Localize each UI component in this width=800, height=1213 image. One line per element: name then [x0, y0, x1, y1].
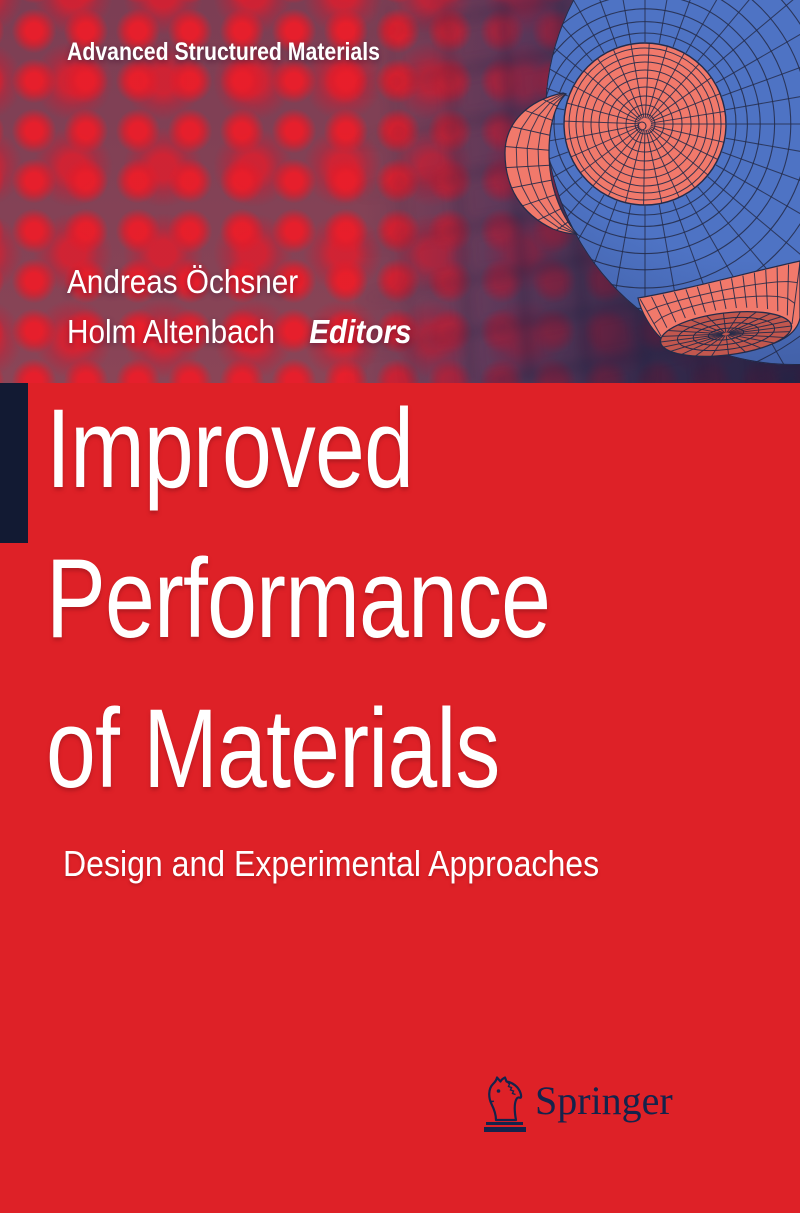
- publisher-logo: Springer: [483, 1074, 713, 1134]
- fem-mesh-sphere-illustration: [504, 0, 800, 365]
- editors-role-label: Editors: [309, 313, 412, 350]
- title-line-2: Performance: [46, 536, 551, 661]
- editors-block: Andreas Öchsner Holm Altenbach Editors: [67, 257, 412, 357]
- editor-name-1: Andreas Öchsner: [67, 263, 299, 300]
- editor-name-2: Holm Altenbach: [67, 313, 276, 350]
- spine-accent-bar: [0, 383, 28, 543]
- title-line-1: Improved: [46, 386, 414, 511]
- series-title: Advanced Structured Materials: [67, 38, 380, 66]
- book-subtitle: Design and Experimental Approaches: [63, 843, 600, 884]
- cover-lower-panel: Improved Performance of Materials Design…: [0, 383, 800, 1213]
- title-line-3: of Materials: [46, 686, 500, 811]
- book-title: Improved Performance of Materials: [46, 374, 676, 824]
- publisher-name: Springer: [535, 1078, 673, 1123]
- left-protrusion: [504, 92, 579, 235]
- springer-horse-icon: [484, 1076, 526, 1132]
- cover-artwork: Advanced Structured Materials Andreas Öc…: [0, 0, 800, 383]
- protrusion-end-cap: [659, 311, 793, 357]
